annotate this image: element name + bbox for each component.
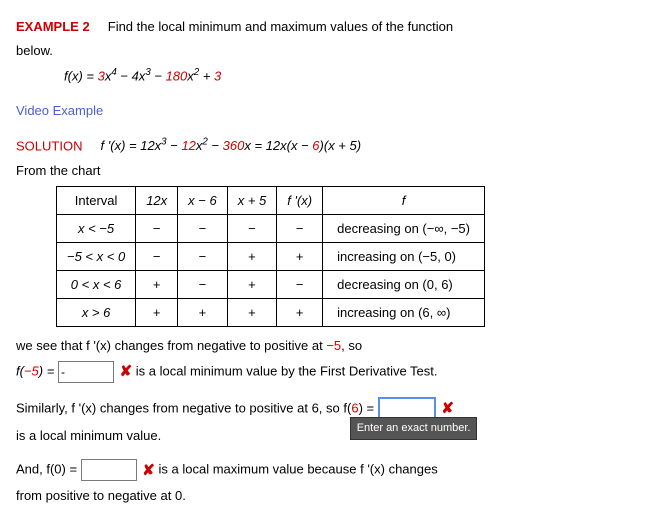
sign-chart-table: Interval 12x x − 6 x + 5 f '(x) f x < −5… [56,186,485,327]
col-xp5: x + 5 [227,186,277,214]
chart-intro: From the chart [16,162,647,180]
function-definition: f(x) = 3x4 − 4x3 − 180x2 + 3 [64,66,647,86]
col-fprime: f '(x) [277,186,323,214]
derivative-expr: f '(x) = 12x3 − 12x2 − 360x = 12x(x − 6)… [101,138,362,153]
conclusion-2b: is a local minimum value. [16,427,647,445]
table-row: −5 < x < 0 − − + + increasing on (−5, 0) [57,242,485,270]
conclusion-1: we see that f '(x) changes from negative… [16,337,647,355]
table-row: x > 6 + + + + increasing on (6, ∞) [57,298,485,326]
solution-label: SOLUTION [16,138,82,153]
table-row: 0 < x < 6 + − + − decreasing on (0, 6) [57,270,485,298]
prompt-text-2: below. [16,42,647,60]
answer-input-3[interactable] [81,459,137,481]
max-desc-2: from positive to negative at 0. [16,487,647,505]
table-row: x < −5 − − − − decreasing on (−∞, −5) [57,214,485,242]
video-example-link[interactable]: Video Example [16,103,103,118]
wrong-mark-icon: ✘ [441,400,454,417]
tooltip: Enter an exact number. [350,417,478,440]
col-interval: Interval [57,186,136,214]
answer-input-1[interactable] [58,361,114,383]
wrong-mark-icon: ✘ [142,462,155,479]
col-12x: 12x [136,186,178,214]
col-f: f [323,186,485,214]
example-label: EXAMPLE 2 [16,19,90,34]
prompt-text-1: Find the local minimum and maximum value… [108,19,453,34]
f-of-neg5: f(−5) = [16,363,58,378]
conclusion-2: Similarly, f '(x) changes from negative … [16,397,647,421]
f-of-0: And, f(0) = [16,462,81,477]
max-desc-1: is a local maximum value because f '(x) … [159,462,438,477]
col-xm6: x − 6 [178,186,228,214]
wrong-mark-icon: ✘ [120,363,133,380]
min-by-fdt: is a local minimum value by the First De… [136,363,438,378]
